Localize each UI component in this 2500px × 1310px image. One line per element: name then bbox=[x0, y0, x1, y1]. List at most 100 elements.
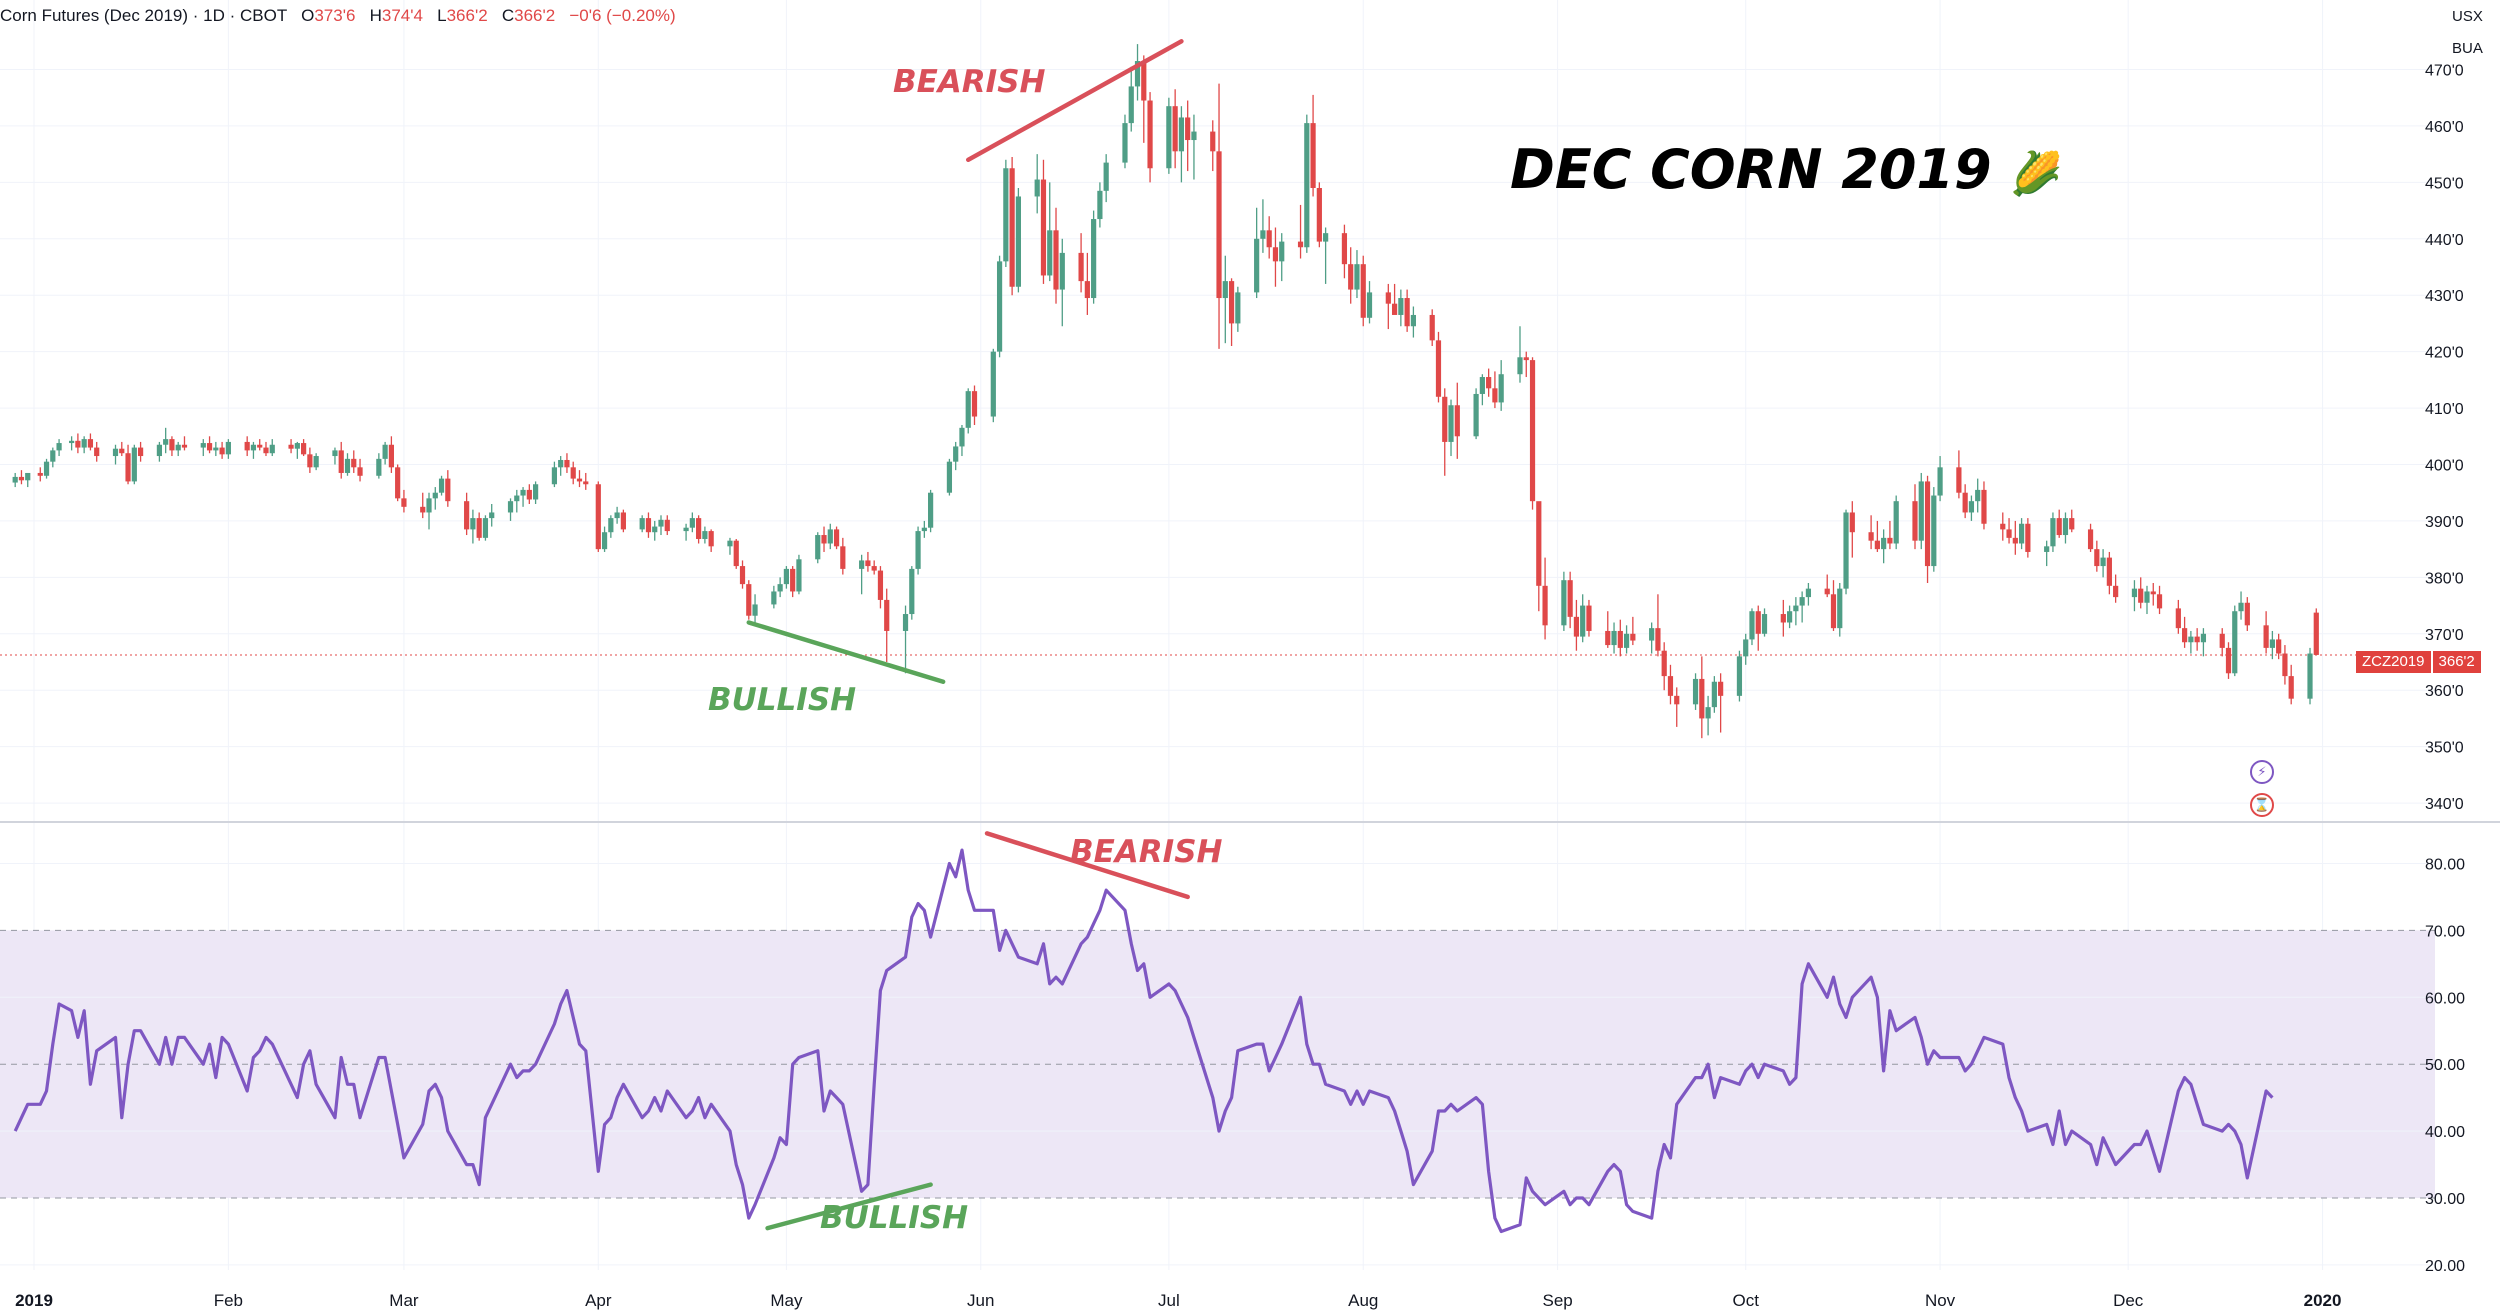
candle bbox=[244, 441, 250, 451]
lightning-icon[interactable]: ⚡ bbox=[2250, 760, 2274, 784]
candle bbox=[1749, 611, 1755, 640]
candle bbox=[137, 447, 144, 457]
month-label: Sep bbox=[1542, 1291, 1572, 1310]
candle bbox=[470, 518, 476, 530]
exchange: CBOT bbox=[240, 6, 287, 25]
candle bbox=[1887, 537, 1893, 544]
candle bbox=[1473, 393, 1479, 437]
candle bbox=[2113, 585, 2119, 598]
candle bbox=[608, 518, 614, 533]
candle bbox=[2263, 625, 2269, 648]
candle bbox=[1297, 241, 1304, 248]
corn-icon: 🌽 bbox=[2010, 149, 2063, 198]
candle bbox=[915, 531, 921, 569]
candle bbox=[420, 506, 426, 513]
candle bbox=[2144, 591, 2150, 603]
candle bbox=[357, 467, 363, 476]
candle bbox=[796, 559, 802, 592]
rsi-tick-label: 80.00 bbox=[2425, 856, 2465, 873]
price-tick-label: 470'0 bbox=[2425, 63, 2464, 80]
candle bbox=[2276, 639, 2282, 654]
rsi-line bbox=[13, 848, 2274, 1234]
candle bbox=[1561, 580, 1567, 626]
candle bbox=[1536, 501, 1542, 586]
candle bbox=[181, 444, 188, 448]
candle bbox=[1893, 501, 1899, 544]
candle bbox=[1360, 264, 1366, 318]
rsi-bearish-trendline bbox=[984, 831, 1190, 900]
candle bbox=[2106, 557, 2112, 586]
candle bbox=[971, 391, 978, 417]
candle bbox=[1705, 707, 1711, 719]
candle bbox=[1429, 314, 1435, 341]
candle bbox=[263, 447, 269, 454]
price-tick-label: 400'0 bbox=[2425, 458, 2464, 475]
candle bbox=[1931, 495, 1937, 567]
candle bbox=[965, 391, 971, 428]
candle bbox=[2200, 633, 2207, 643]
candle bbox=[533, 484, 539, 500]
candle bbox=[1103, 162, 1109, 191]
candle bbox=[2288, 676, 2294, 699]
candle bbox=[200, 443, 206, 448]
candle bbox=[2025, 523, 2031, 552]
candle bbox=[1310, 123, 1316, 188]
candle bbox=[25, 472, 31, 481]
candle bbox=[69, 440, 75, 444]
candle bbox=[1185, 117, 1191, 141]
candle bbox=[432, 492, 438, 499]
candle bbox=[2238, 602, 2244, 612]
candle bbox=[859, 560, 865, 569]
candle bbox=[1743, 639, 1749, 657]
candle bbox=[2150, 591, 2156, 595]
candle bbox=[1015, 196, 1021, 287]
candle bbox=[1385, 292, 1391, 304]
candle bbox=[614, 512, 620, 519]
candle bbox=[1435, 340, 1442, 397]
candle bbox=[1830, 594, 1837, 629]
price-tick-label: 360'0 bbox=[2425, 683, 2464, 700]
candle bbox=[225, 441, 231, 455]
candle bbox=[81, 439, 87, 448]
candle bbox=[514, 495, 520, 502]
hourglass-icon[interactable]: ⌛ bbox=[2250, 793, 2274, 817]
candle bbox=[727, 540, 733, 547]
candle bbox=[833, 529, 840, 547]
price-tick-label: 350'0 bbox=[2425, 740, 2464, 757]
candle bbox=[1780, 614, 1786, 623]
candle bbox=[595, 484, 601, 550]
candle bbox=[1523, 357, 1529, 361]
month-label: 2020 bbox=[2304, 1291, 2342, 1310]
candle bbox=[351, 458, 357, 468]
candle bbox=[2044, 546, 2050, 552]
candle bbox=[2018, 523, 2025, 544]
close-value: 366'2 bbox=[514, 6, 556, 25]
candle bbox=[1956, 467, 1962, 493]
candle bbox=[1040, 179, 1047, 276]
symbol-name[interactable]: Corn Futures (Dec 2019) bbox=[0, 6, 189, 25]
candle bbox=[1078, 252, 1084, 282]
candle bbox=[752, 604, 758, 616]
high-label: H bbox=[369, 6, 382, 25]
candle bbox=[909, 568, 915, 615]
candle bbox=[558, 459, 564, 468]
candle bbox=[1084, 281, 1090, 299]
candle bbox=[921, 527, 927, 532]
candle bbox=[18, 476, 25, 481]
candle bbox=[1667, 676, 1674, 696]
candle bbox=[1805, 588, 1812, 598]
rsi-tick-label: 40.00 bbox=[2425, 1124, 2465, 1141]
candle bbox=[1580, 605, 1586, 637]
candle bbox=[526, 489, 532, 500]
interval[interactable]: 1D bbox=[203, 6, 225, 25]
candle bbox=[2056, 518, 2062, 536]
candle bbox=[689, 518, 695, 528]
rsi-bullish-label: BULLISH bbox=[820, 1200, 969, 1236]
candle bbox=[1918, 481, 1924, 541]
candle bbox=[12, 476, 18, 483]
month-label: May bbox=[770, 1291, 803, 1310]
candle bbox=[1216, 151, 1222, 299]
rsi-tick-label: 20.00 bbox=[2425, 1258, 2465, 1275]
candle bbox=[269, 444, 275, 454]
